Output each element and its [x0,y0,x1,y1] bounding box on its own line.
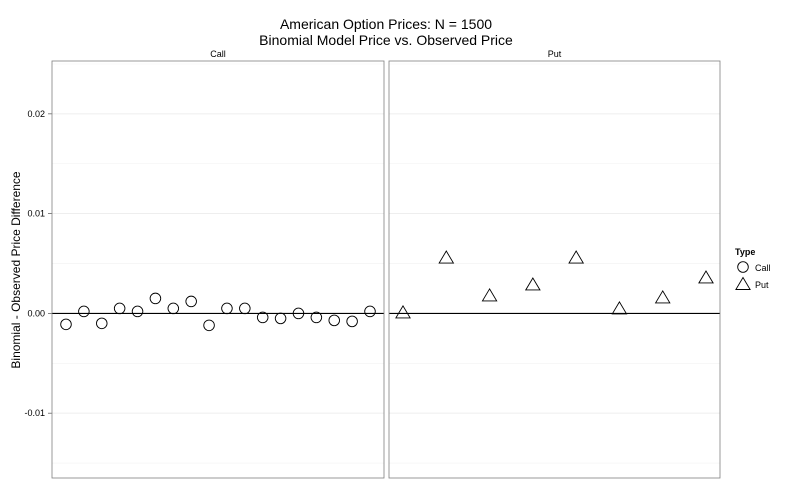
panel-call: Call [51,49,385,479]
data-point-put [611,301,628,315]
data-point-put [438,250,455,264]
y-tick-label: 0.02 [27,109,45,119]
data-point-put [524,277,541,291]
y-tick-label: 0.01 [27,209,45,219]
legend-title: Type [735,247,755,257]
data-point-call [292,307,305,320]
legend-label-call: Call [755,263,771,273]
panel-border [388,60,721,479]
chart-subtitle: Binomial Model Price vs. Observed Price [259,32,513,48]
data-point-put [481,288,498,302]
data-point-call [185,295,197,308]
y-axis-label: Binomial - Observed Price Difference [9,171,23,369]
y-tick-label: -0.01 [24,408,45,418]
data-point-call [203,319,215,332]
data-point-call [274,312,287,325]
data-point-call [60,318,72,331]
data-point-call [167,302,180,315]
legend-key-triangle [735,276,751,290]
data-point-put [654,290,671,304]
panel-border [51,60,385,479]
panel-put: Put [388,49,721,479]
data-point-call [96,317,108,330]
panels-layer: -0.01 0.00 0.01 0.02 Call Put [24,49,721,479]
data-point-put [698,270,714,284]
legend-key-circle [737,261,749,273]
data-point-call [131,305,144,318]
data-point-call [364,305,376,318]
panel-strip-label: Call [210,49,226,59]
data-point-call [310,311,323,324]
data-point-put [568,250,585,264]
data-point-call [113,302,126,315]
data-point-call [239,302,251,315]
data-point-call [221,302,233,315]
data-point-call [149,292,162,305]
panel-strip-label: Put [548,49,562,59]
data-point-call [328,314,340,327]
legend-label-put: Put [755,280,769,290]
data-point-put [395,305,411,319]
y-tick-label: 0.00 [27,308,45,318]
data-point-call [78,305,90,318]
data-point-call [346,315,358,328]
chart-title: American Option Prices: N = 1500 [280,16,492,32]
data-point-call [256,311,269,324]
